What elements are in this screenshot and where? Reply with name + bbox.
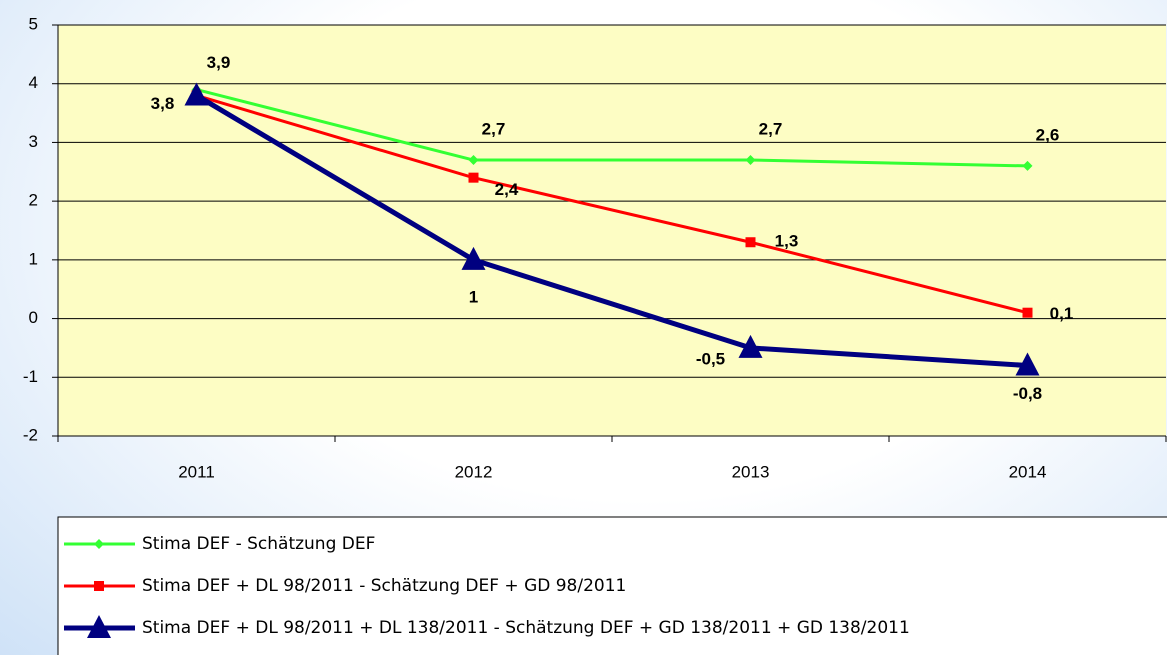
legend-label: Stima DEF + DL 98/2011 + DL 138/2011 - S… [142, 618, 910, 638]
data-label: 1 [469, 287, 478, 306]
legend-marker [94, 581, 104, 591]
data-label: 2,6 [1036, 125, 1060, 144]
y-tick-label: 1 [29, 249, 38, 268]
series-line [196, 94, 1028, 315]
point-marker [1022, 307, 1033, 318]
x-tick-label: 2013 [732, 462, 770, 481]
legend-label: Stima DEF + DL 98/2011 - Schätzung DEF +… [142, 576, 626, 596]
legend-marker [94, 539, 104, 549]
data-label: 3,8 [151, 94, 175, 113]
x-tick-label: 2012 [455, 462, 493, 481]
legend-marker [87, 615, 111, 638]
data-label: 2,7 [759, 120, 783, 139]
point-marker [461, 246, 486, 270]
legend-label: Stima DEF - Schätzung DEF [142, 534, 375, 554]
data-label: 1,3 [775, 232, 799, 251]
data-label: -0,8 [1013, 384, 1042, 403]
series-line [196, 88, 1028, 168]
y-tick-label: 5 [29, 14, 38, 33]
point-marker [1022, 160, 1033, 171]
y-tick-label: 0 [29, 308, 38, 327]
data-label: 0,1 [1050, 304, 1074, 323]
x-tick-label: 2014 [1009, 462, 1047, 481]
data-label: -0,5 [696, 349, 725, 368]
point-marker [738, 334, 763, 358]
series-line [195, 93, 1028, 369]
point-marker [1015, 352, 1040, 376]
y-tick-label: 2 [29, 191, 38, 210]
y-tick-label: 4 [29, 73, 38, 92]
y-tick-label: -2 [23, 425, 38, 444]
point-marker [468, 172, 479, 183]
point-marker [184, 82, 209, 106]
data-label: 2,7 [482, 120, 506, 139]
plot-area [58, 25, 1166, 436]
data-label: 2,4 [495, 180, 519, 199]
point-marker [745, 155, 756, 166]
y-tick-label: -1 [23, 367, 38, 386]
legend [57, 516, 1167, 655]
y-tick-label: 3 [29, 132, 38, 151]
x-tick-label: 2011 [178, 462, 215, 481]
point-marker [745, 237, 756, 248]
point-marker [468, 155, 479, 166]
data-label: 3,9 [207, 53, 231, 72]
